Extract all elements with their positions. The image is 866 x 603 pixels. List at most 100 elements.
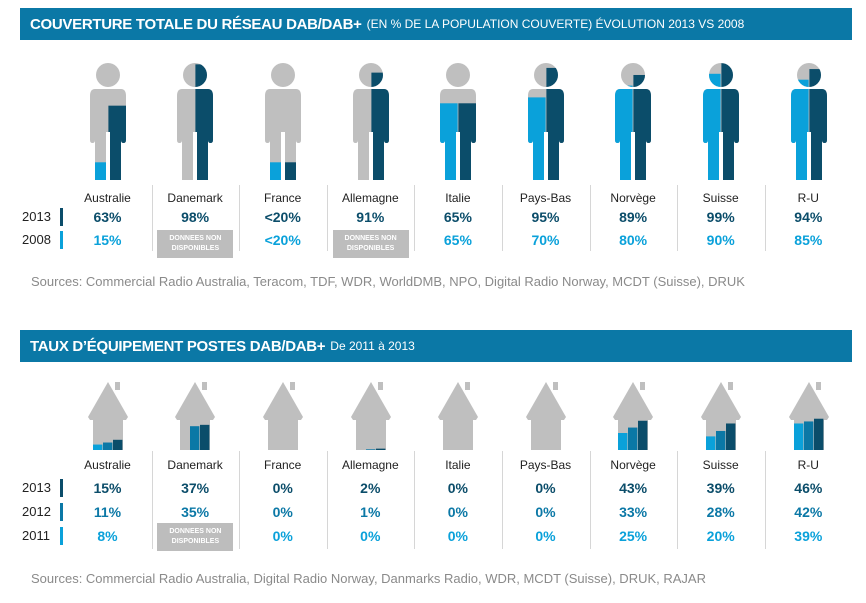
fill-2013 (546, 67, 564, 180)
bar-2011 (92, 444, 103, 450)
country-name: R-U (797, 458, 819, 472)
value-2013: 99% (706, 209, 735, 225)
bar-2013 (726, 423, 736, 450)
fill-2008 (440, 103, 458, 180)
value-2013: 0% (272, 480, 293, 496)
bar-2012 (628, 427, 638, 450)
house-icon (263, 382, 303, 450)
value-2013: 46% (794, 480, 823, 496)
value-2013: 43% (619, 480, 648, 496)
fill-2013 (283, 162, 301, 180)
house-icon (701, 382, 741, 450)
not-available-badge: DONNEES NON DISPONIBLES (157, 523, 234, 551)
year-marker (60, 231, 63, 249)
value-2013: 65% (443, 209, 472, 225)
column-divider (764, 451, 766, 549)
fill-2008 (703, 73, 721, 180)
value-2008: <20% (264, 232, 301, 248)
value-2008: 90% (706, 232, 735, 248)
country-name: R-U (797, 191, 819, 205)
house-icon (87, 382, 128, 450)
fill-2008 (615, 85, 633, 180)
value-2008: 15% (93, 232, 122, 248)
year-label: 2013 (22, 480, 51, 495)
value-2013: 0% (447, 480, 468, 496)
value-2013: 89% (619, 209, 648, 225)
equipment-subtitle: De 2011 à 2013 (330, 339, 415, 353)
bar-2012 (803, 421, 813, 450)
column-divider (764, 185, 766, 251)
country-name: Suisse (702, 191, 739, 205)
bar-2013 (813, 418, 823, 450)
bar-2013 (112, 439, 123, 450)
country-name: Allemagne (341, 458, 399, 472)
column-divider (677, 185, 679, 251)
bar-2011 (706, 436, 716, 450)
equipment-title: TAUX D’ÉQUIPEMENT POSTES DAB/DAB+ (30, 337, 326, 355)
person-icon (527, 63, 564, 180)
value-2008: 85% (794, 232, 823, 248)
value-2012: 1% (360, 504, 381, 520)
fill-2013 (195, 64, 214, 180)
value-2013: 91% (356, 209, 385, 225)
value-2011: 0% (360, 528, 381, 544)
country-name: Italie (445, 458, 471, 472)
house-icon (525, 382, 566, 450)
year-label: 2012 (22, 504, 51, 519)
bar-2012 (365, 449, 375, 450)
country-name: Suisse (702, 458, 739, 472)
fill-2013 (721, 63, 739, 180)
house-icon (350, 382, 391, 450)
person-icon (265, 63, 301, 180)
value-2012: 33% (619, 504, 648, 520)
column-divider (589, 185, 591, 251)
column-divider (151, 451, 153, 549)
year-label: 2013 (22, 209, 51, 224)
column-divider (502, 185, 503, 251)
column-divider (151, 185, 153, 251)
coverage-title: COUVERTURE TOTALE DU RÉSEAU DAB/DAB+ (30, 15, 362, 33)
country-name: Pays-Bas (519, 458, 572, 472)
column-divider (326, 451, 328, 549)
bar-2013 (200, 424, 210, 450)
value-2012: 0% (535, 504, 556, 520)
value-2008: 65% (443, 232, 472, 248)
value-2013: 98% (181, 209, 210, 225)
value-2011: 8% (97, 528, 118, 544)
fill-2008 (89, 162, 108, 180)
bar-2011 (793, 423, 803, 450)
column-divider (414, 185, 416, 251)
value-2012: 0% (447, 504, 468, 520)
coverage-subtitle: (EN % DE LA POPULATION COUVERTE) ÉVOLUTI… (366, 17, 745, 31)
person-icon (89, 63, 126, 180)
year-marker (60, 503, 63, 521)
person-icon (615, 63, 652, 180)
fill-2013 (108, 105, 126, 180)
house-icon (438, 382, 479, 450)
value-2013: 63% (93, 209, 122, 225)
fill-2013 (633, 74, 652, 180)
fill-2008 (527, 97, 546, 180)
bar-2013 (638, 420, 648, 450)
value-2012: 35% (181, 504, 210, 520)
value-2008: 70% (531, 232, 560, 248)
fill-2013 (370, 72, 389, 180)
value-2011: 25% (619, 528, 648, 544)
value-2013: 2% (360, 480, 381, 496)
fill-2013 (808, 69, 827, 180)
country-name: France (264, 458, 302, 472)
value-2011: 0% (272, 528, 293, 544)
coverage-banner: COUVERTURE TOTALE DU RÉSEAU DAB/DAB+ (EN… (20, 8, 852, 40)
person-icon (790, 63, 827, 180)
value-2013: 0% (535, 480, 556, 496)
year-marker (60, 527, 63, 545)
fill-2008 (790, 79, 809, 180)
bar-2011 (618, 433, 628, 450)
country-name: Norvège (610, 458, 656, 472)
not-available-badge: DONNEES NON DISPONIBLES (332, 230, 409, 258)
value-2013: <20% (264, 209, 301, 225)
house-icon (175, 382, 216, 450)
column-divider (677, 451, 679, 549)
country-name: Italie (445, 191, 471, 205)
